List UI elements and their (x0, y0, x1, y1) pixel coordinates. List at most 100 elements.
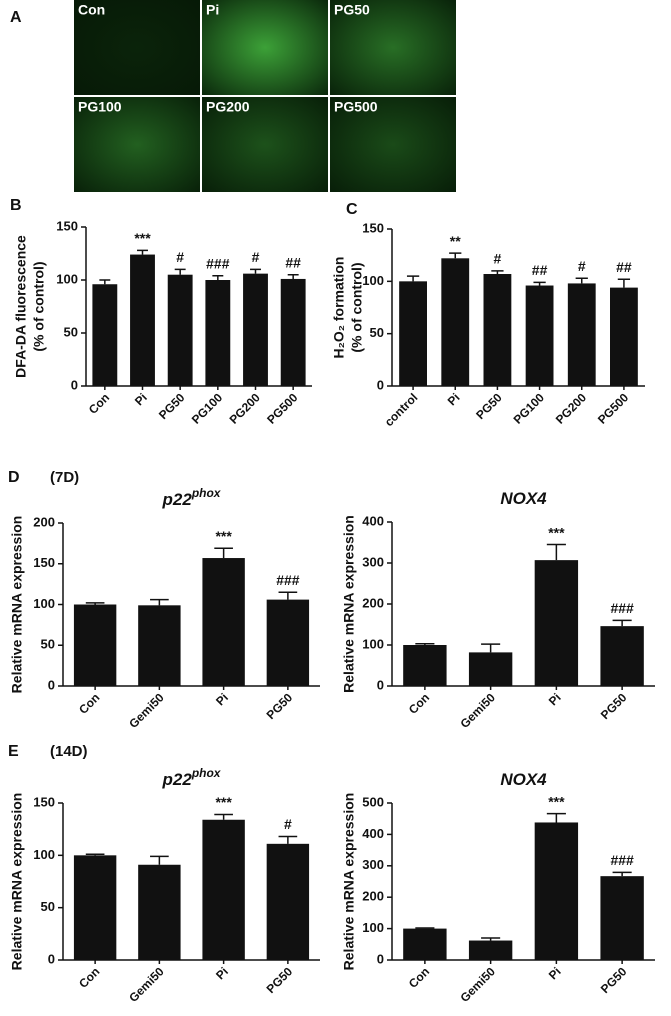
y-axis-label: (% of control) (31, 261, 47, 351)
significance-label: ** (450, 233, 461, 249)
y-tick-label: 200 (362, 889, 384, 904)
y-axis-label: (% of control) (349, 262, 365, 352)
error-bar (406, 275, 420, 282)
significance-label: *** (548, 793, 565, 809)
y-tick-label: 150 (56, 218, 78, 233)
error-bar (278, 591, 298, 600)
chart-title: p22phox (162, 486, 222, 509)
error-bar (250, 268, 261, 274)
bar (138, 605, 181, 686)
title-superscript: phox (191, 486, 222, 500)
bar (205, 280, 231, 386)
significance-label: *** (215, 528, 232, 544)
significance-label: ### (206, 255, 230, 271)
y-tick-label: 300 (362, 554, 384, 569)
error-bar (85, 602, 105, 605)
x-tick-label: Con (76, 690, 102, 716)
significance-label: # (494, 251, 502, 267)
significance-label: ## (616, 259, 632, 275)
x-tick-label: PG50 (264, 964, 296, 996)
significance-label: # (578, 258, 586, 274)
significance-label: ### (610, 852, 634, 868)
title-text: NOX4 (500, 770, 547, 789)
significance-label: # (284, 816, 292, 832)
significance-label: # (176, 249, 184, 265)
bar (567, 283, 596, 386)
error-bar (481, 643, 501, 653)
y-tick-label: 400 (362, 826, 384, 841)
y-tick-label: 100 (362, 273, 384, 288)
error-bar (85, 853, 105, 856)
y-tick-label: 0 (48, 677, 55, 692)
image-label: PG50 (334, 2, 370, 18)
chart-title: NOX4 (500, 770, 547, 789)
micrograph-glow (330, 97, 456, 192)
bar (403, 928, 447, 960)
error-bar (617, 278, 631, 288)
x-tick-label: Pi (445, 390, 463, 408)
x-tick-label: PG50 (156, 390, 188, 422)
bar (92, 284, 118, 386)
x-tick-label: Pi (213, 964, 231, 982)
title-superscript: phox (191, 766, 222, 780)
y-tick-label: 50 (370, 325, 384, 340)
x-tick-label: PG50 (264, 690, 296, 722)
bar (468, 940, 513, 960)
error-bar (137, 249, 148, 255)
significance-label: # (252, 249, 260, 265)
y-tick-label: 0 (377, 377, 384, 392)
x-tick-label: Con (406, 690, 432, 716)
y-tick-label: 100 (362, 920, 384, 935)
error-bar (533, 281, 546, 286)
bar (534, 822, 579, 960)
significance-label: ## (285, 254, 301, 270)
y-tick-label: 500 (362, 794, 384, 809)
error-bar (481, 937, 501, 941)
y-tick-label: 0 (48, 951, 55, 966)
error-bar (278, 835, 298, 844)
x-tick-label: Pi (213, 690, 231, 708)
bar (483, 274, 512, 386)
image-label: PG200 (206, 99, 250, 115)
x-tick-label: PG50 (598, 690, 630, 722)
y-axis-label: Relative mRNA expression (9, 516, 25, 694)
y-tick-label: 50 (64, 324, 78, 339)
micrograph-glow (74, 0, 200, 95)
bar (399, 281, 427, 386)
significance-label: *** (215, 794, 232, 810)
y-tick-label: 150 (33, 555, 55, 570)
panel-letter: D (8, 469, 20, 486)
y-tick-label: 0 (71, 377, 78, 392)
bar (468, 652, 513, 686)
micrograph-glow (74, 97, 200, 192)
error-bar (415, 927, 435, 929)
bar (600, 876, 644, 960)
x-tick-label: Con (86, 390, 112, 416)
bar (202, 819, 245, 960)
error-bar (415, 643, 435, 645)
x-tick-label: Pi (132, 390, 150, 408)
bar (280, 278, 306, 386)
bar (130, 254, 155, 386)
x-tick-label: PG200 (553, 390, 590, 427)
error-bar (214, 813, 233, 820)
error-bar (174, 268, 186, 275)
y-tick-label: 50 (41, 899, 55, 914)
error-bar (546, 812, 566, 823)
error-bar (612, 619, 632, 627)
panel-letter: C (346, 201, 358, 218)
error-bar (287, 273, 299, 279)
error-bar (150, 598, 169, 606)
title-text: p22 (162, 490, 193, 509)
y-tick-label: 200 (362, 595, 384, 610)
y-tick-label: 150 (362, 220, 384, 235)
chart-title: p22phox (162, 766, 222, 789)
error-bar (449, 252, 462, 259)
bar (138, 864, 181, 960)
error-bar (99, 279, 111, 285)
chart-title: NOX4 (500, 489, 547, 508)
bar (73, 855, 117, 960)
image-label: PG100 (78, 99, 122, 115)
bar (534, 560, 579, 686)
